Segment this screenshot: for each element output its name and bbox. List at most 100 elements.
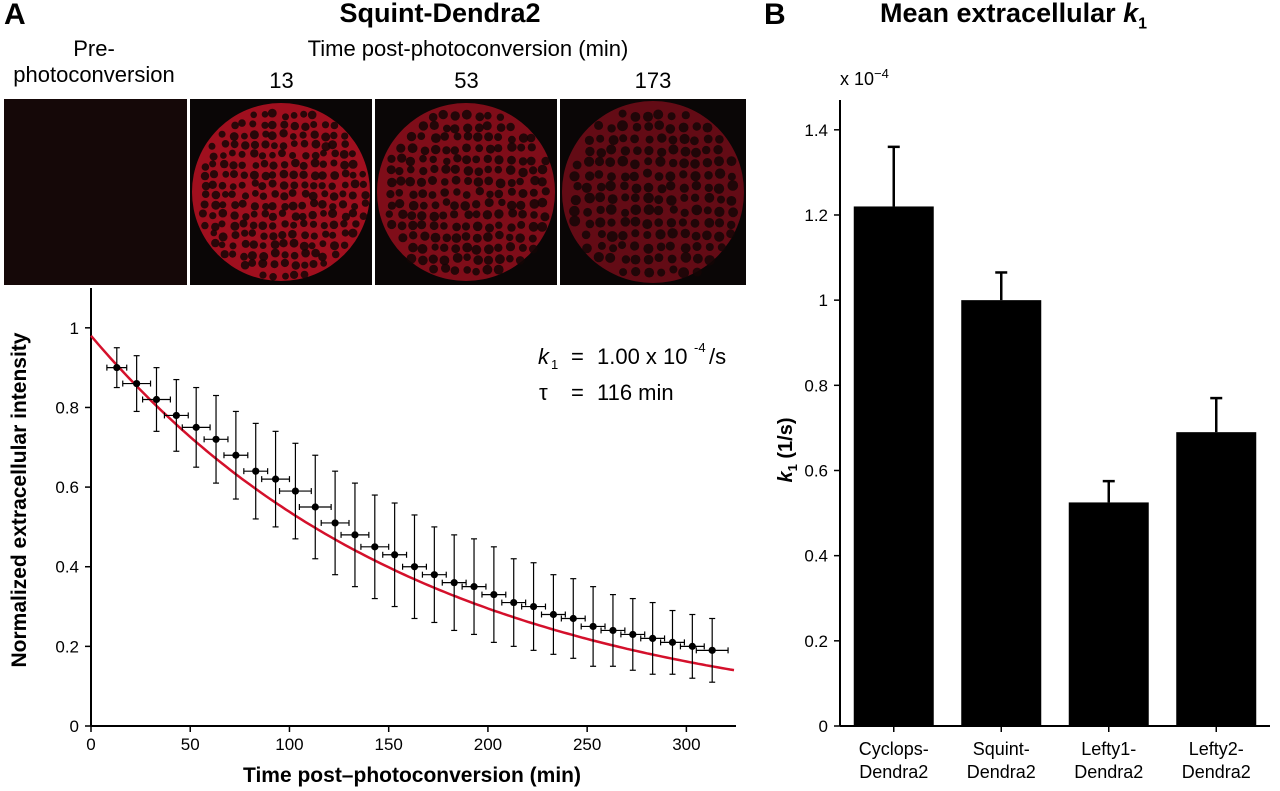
cell — [359, 212, 368, 220]
data-point — [113, 364, 121, 372]
cell — [620, 181, 629, 191]
panel-b-title: Mean extracellular k1 — [880, 0, 1280, 33]
cell — [714, 156, 724, 167]
cell — [680, 146, 691, 157]
cell — [607, 218, 616, 227]
bar-category-label-line: Lefty2- — [1189, 739, 1244, 759]
cell — [508, 135, 516, 144]
cell — [418, 189, 428, 198]
bar-ylabel-k: k — [775, 471, 797, 483]
cell — [258, 152, 267, 160]
cell — [484, 198, 494, 208]
cell — [301, 248, 310, 258]
cell — [584, 192, 595, 204]
cell — [441, 178, 449, 186]
cell — [318, 171, 327, 180]
cell — [529, 244, 538, 254]
cell — [289, 133, 297, 140]
cell — [270, 260, 279, 269]
cell — [241, 141, 250, 150]
cell — [308, 210, 317, 220]
cell — [665, 241, 675, 251]
cell — [307, 110, 317, 120]
bar-y-tick-label: 0.8 — [804, 376, 828, 395]
panel-b-letter: B — [764, 0, 786, 31]
cell — [280, 161, 289, 169]
cell — [518, 209, 527, 219]
cell — [631, 267, 641, 277]
k-subscript: 1 — [551, 357, 558, 372]
cell — [643, 168, 652, 178]
cell — [645, 135, 654, 144]
bar-y-axis-label: k1 (1/s) — [775, 417, 800, 482]
cell — [450, 164, 460, 174]
cell — [472, 200, 481, 209]
cell — [218, 232, 228, 242]
cell — [472, 267, 480, 276]
cell — [242, 213, 250, 221]
cell — [329, 220, 339, 230]
cell — [259, 252, 269, 261]
cell — [530, 175, 540, 186]
bar — [1068, 502, 1149, 726]
cell — [231, 201, 240, 210]
cell — [632, 122, 642, 132]
data-point — [212, 435, 220, 443]
cell — [339, 190, 347, 198]
cell — [248, 259, 257, 267]
cell — [617, 120, 628, 132]
cell — [359, 180, 367, 188]
cell — [348, 159, 358, 169]
cell — [681, 111, 690, 120]
cell — [704, 218, 715, 228]
tau-value: 116 min — [597, 380, 674, 405]
cell — [441, 263, 451, 273]
time-point-173: 173 — [634, 68, 672, 93]
cell — [309, 220, 318, 228]
cell — [452, 253, 463, 263]
bar-category-label: Squint- Dendra2 — [967, 739, 1036, 782]
cell — [618, 109, 627, 118]
cell — [417, 132, 426, 140]
cell — [583, 207, 592, 217]
data-point — [252, 467, 260, 475]
cell — [537, 222, 548, 232]
cell — [515, 256, 525, 265]
cell — [452, 222, 461, 232]
cell — [269, 222, 277, 230]
cell — [657, 268, 666, 277]
cell — [541, 187, 550, 196]
k1-annotation: k 1 = 1.00 x 10 -4 /s — [538, 340, 726, 372]
bar-y-tick-label: 0 — [819, 717, 828, 736]
cell — [249, 240, 258, 249]
cell — [322, 230, 330, 238]
cell — [657, 147, 667, 157]
cell — [211, 238, 220, 248]
image-pre-photoconversion — [4, 99, 187, 285]
cell — [440, 222, 448, 230]
cell — [220, 159, 229, 169]
cell — [408, 242, 418, 253]
cell — [607, 194, 618, 204]
cell — [451, 175, 461, 185]
cell — [702, 230, 712, 241]
cell — [679, 158, 689, 169]
cell — [619, 268, 628, 277]
cell — [585, 171, 595, 181]
cell — [258, 182, 267, 191]
cell — [279, 169, 289, 179]
cell — [471, 244, 482, 255]
cell — [229, 132, 239, 141]
cell — [486, 144, 495, 154]
cell — [506, 122, 515, 132]
cell — [678, 267, 689, 279]
cell — [299, 241, 309, 251]
cell — [643, 192, 654, 204]
cell — [240, 171, 248, 179]
cell — [352, 220, 360, 228]
cell — [472, 233, 482, 243]
panel-a-letter: A — [4, 0, 26, 31]
cell — [679, 170, 688, 179]
cell — [629, 171, 639, 182]
cell — [387, 154, 396, 163]
